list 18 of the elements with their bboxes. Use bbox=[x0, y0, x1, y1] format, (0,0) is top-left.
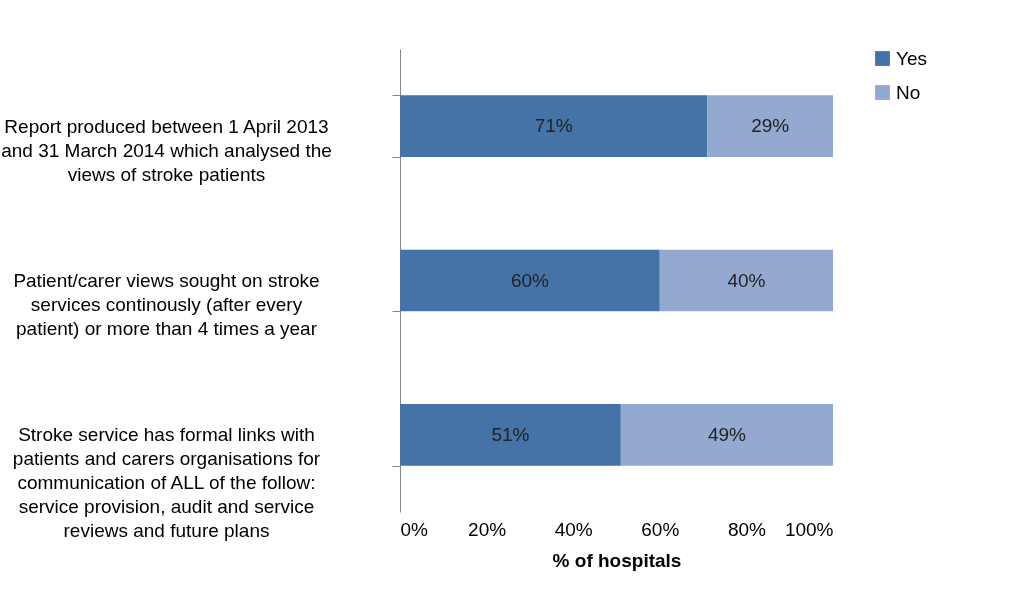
data-label: 51% bbox=[491, 423, 530, 445]
x-axis-title: % of hospitals bbox=[552, 549, 682, 571]
x-tick-label: 100% bbox=[784, 518, 834, 540]
x-tick-label: 40% bbox=[554, 518, 593, 540]
x-tick-label: 60% bbox=[641, 518, 680, 540]
legend-label: Yes bbox=[896, 47, 927, 69]
y-tick-label: Stroke service has formal links with patients and carers organisations for communication of ALL of the follow: service provision, audit and service reviews and future plans bbox=[12, 424, 321, 542]
data-label: 29% bbox=[751, 115, 790, 137]
x-tick-label: 80% bbox=[727, 518, 767, 540]
data-label: 60% bbox=[510, 269, 550, 291]
legend-label: No bbox=[896, 81, 921, 103]
x-tick-label: 20% bbox=[468, 518, 507, 540]
data-label: 40% bbox=[727, 269, 766, 291]
data-label: 71% bbox=[534, 115, 573, 137]
y-tick-label: Patient/carer views sought on stroke services continously (after every patient) or more than 4 times a year bbox=[13, 270, 320, 339]
data-label: 49% bbox=[707, 423, 747, 445]
x-tick-label: 0% bbox=[400, 518, 429, 540]
y-tick-label: Report produced between 1 April 2013 and 31 March 2014 which analysed the views of stroke patients bbox=[1, 115, 332, 185]
